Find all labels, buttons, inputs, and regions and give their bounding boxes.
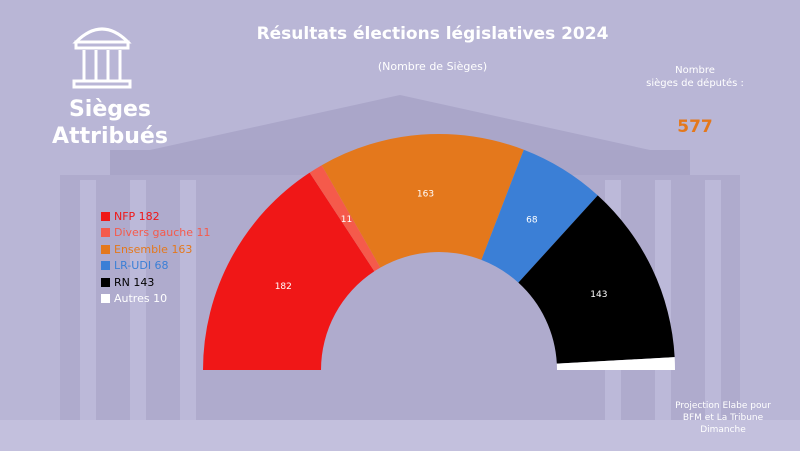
legend-label: RN 143 — [114, 275, 155, 289]
data-label: 68 — [526, 215, 538, 225]
total-seats-value: 577 — [677, 117, 713, 137]
seat-segment-autres — [556, 357, 675, 370]
legend-label: LR-UDI 68 — [114, 259, 169, 273]
legend-item: RN 143 — [101, 274, 211, 291]
data-label: 182 — [275, 282, 292, 292]
legend-item: Ensemble 163 — [101, 241, 211, 258]
seat-segment-ensemble — [321, 133, 524, 268]
legend-item: NFP 182 — [101, 208, 211, 225]
brand-line-1: Sièges — [68, 97, 152, 122]
chart-title: Résultats élections législatives 2024 — [256, 24, 609, 44]
legend-item: Autres 10 — [101, 291, 211, 308]
chart-legend: NFP 182 Divers gauche 11 Ensemble 163 LR-UD… — [101, 208, 211, 307]
source-note: Projection Elabe pour BFM et La Tribune … — [660, 400, 786, 436]
legend-label: Autres 10 — [114, 292, 168, 306]
legend-swatch — [101, 277, 110, 287]
legend-swatch — [101, 261, 110, 271]
source-line-1: Projection Elabe pour — [675, 401, 771, 411]
legend-label: NFP 182 — [114, 209, 160, 223]
seat-segment-nfp — [203, 172, 375, 370]
seat-segment-divers-gauche — [309, 165, 381, 272]
chart-subtitle: (Nombre de Sièges) — [377, 60, 488, 73]
legend-swatch — [101, 211, 110, 221]
legend-label: Divers gauche 11 — [114, 226, 211, 240]
total-label-line-1: Nombre — [675, 65, 715, 76]
seat-segment-rn — [518, 195, 675, 364]
source-line-3: Dimanche — [700, 425, 746, 435]
legend-item: Divers gauche 11 — [101, 225, 211, 242]
data-label: 163 — [417, 190, 434, 200]
legend-swatch — [101, 228, 110, 238]
legend-swatch — [101, 294, 110, 304]
columns-temple-icon — [72, 27, 132, 89]
seat-segment-lr-udi — [481, 149, 598, 283]
brand-line-2: Attribués — [52, 124, 168, 149]
total-label-line-2: sièges de députés : — [646, 78, 744, 89]
source-line-2: BFM et La Tribune — [682, 413, 764, 423]
brand-title: Sièges Attribués — [30, 96, 190, 150]
legend-label: Ensemble 163 — [114, 242, 193, 256]
data-label: 143 — [590, 290, 607, 300]
data-label: 11 — [341, 215, 352, 225]
legend-swatch — [101, 244, 110, 254]
total-seats-label: Nombre sièges de députés : — [620, 64, 770, 90]
legend-item: LR-UDI 68 — [101, 258, 211, 275]
